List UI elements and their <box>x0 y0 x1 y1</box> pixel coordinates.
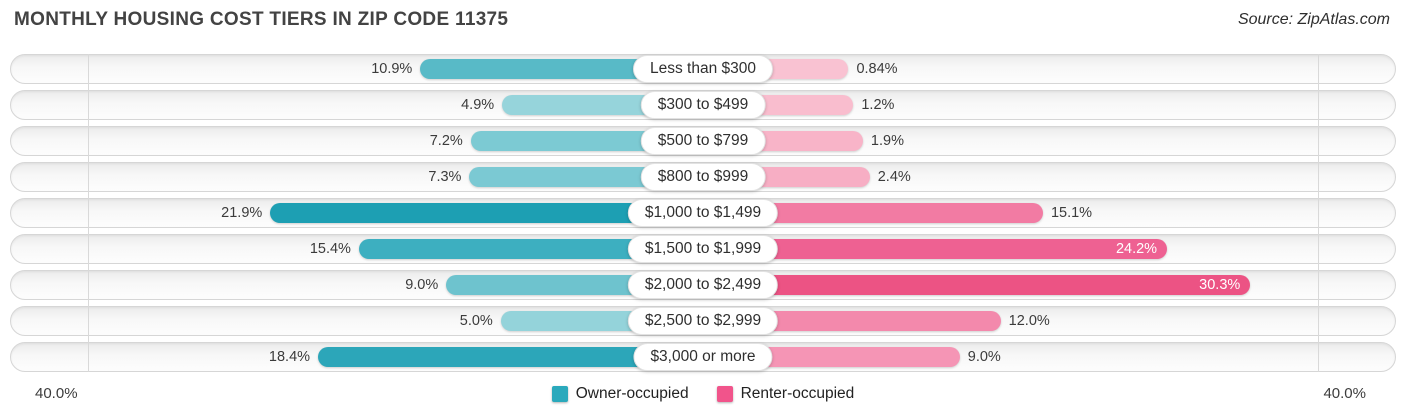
owner-value-label: 15.4% <box>309 241 351 257</box>
source-attribution: Source: ZipAtlas.com <box>1237 11 1390 28</box>
owner-bar[interactable] <box>358 239 703 259</box>
renter-value-label: 15.1% <box>1050 205 1093 221</box>
owner-value-label: 7.3% <box>428 169 462 185</box>
chart-row: 7.2% 1.9% $500 to $799 <box>0 126 1406 156</box>
renter-bar[interactable] <box>703 239 1168 259</box>
owner-value-label: 21.9% <box>221 205 263 221</box>
renter-bar[interactable] <box>703 203 1043 223</box>
chart-row: 15.4% 24.2% $1,500 to $1,999 <box>0 234 1406 264</box>
chart-row: 10.9% 0.84% Less than $300 <box>0 54 1406 84</box>
owner-value-label: 18.4% <box>268 349 311 365</box>
category-pill: $2,000 to $2,499 <box>627 271 779 299</box>
gridline-right-40pct <box>1318 54 1319 372</box>
owner-bar[interactable] <box>270 203 703 223</box>
renter-bar[interactable] <box>703 311 1001 331</box>
category-pill: $3,000 or more <box>633 343 773 371</box>
legend-item-renter[interactable]: Renter-occupied <box>716 385 855 403</box>
owner-swatch-icon <box>551 386 568 402</box>
owner-value-label: 5.0% <box>459 313 493 329</box>
chart-row: 9.0% 30.3% $2,000 to $2,499 <box>0 270 1406 300</box>
chart-row: 5.0% 12.0% $2,500 to $2,999 <box>0 306 1406 336</box>
owner-value-label: 7.2% <box>429 133 463 149</box>
chart-plot-area: 10.9% 0.84% Less than $300 4.9% 1.2% $300 to … <box>0 54 1406 372</box>
owner-value-label: 4.9% <box>461 97 495 113</box>
legend-label-renter: Renter-occupied <box>740 385 855 402</box>
owner-bar[interactable] <box>318 347 703 367</box>
renter-value-label: 1.2% <box>861 97 895 113</box>
renter-value-label: 30.3% <box>1199 277 1241 293</box>
owner-bar[interactable] <box>420 59 703 79</box>
category-pill: $500 to $799 <box>640 127 766 155</box>
renter-value-label: 2.4% <box>877 169 911 185</box>
chart-row: 4.9% 1.2% $300 to $499 <box>0 90 1406 120</box>
chart-row: 18.4% 9.0% $3,000 or more <box>0 342 1406 372</box>
owner-value-label: 10.9% <box>371 61 413 77</box>
axis-max-left: 40.0% <box>35 385 78 402</box>
chart-row: 7.3% 2.4% $800 to $999 <box>0 162 1406 192</box>
category-pill: $800 to $999 <box>640 163 766 191</box>
category-pill: $300 to $499 <box>640 91 766 119</box>
category-pill: $1,000 to $1,499 <box>627 199 779 227</box>
category-pill: Less than $300 <box>632 55 774 83</box>
category-pill: $2,500 to $2,999 <box>627 307 779 335</box>
renter-swatch-icon <box>716 386 733 402</box>
renter-value-label: 0.84% <box>856 61 898 77</box>
renter-value-label: 12.0% <box>1008 313 1050 329</box>
legend: Owner-occupied Renter-occupied <box>0 383 1406 405</box>
legend-label-owner: Owner-occupied <box>575 385 689 402</box>
renter-value-label: 24.2% <box>1115 241 1158 257</box>
category-pill: $1,500 to $1,999 <box>627 235 779 263</box>
chart-row: 21.9% 15.1% $1,000 to $1,499 <box>0 198 1406 228</box>
renter-value-label: 9.0% <box>967 349 1001 365</box>
renter-value-label: 1.9% <box>870 133 904 149</box>
axis-max-right: 40.0% <box>1323 385 1366 402</box>
renter-bar[interactable] <box>703 275 1251 295</box>
page-title: MONTHLY HOUSING COST TIERS IN ZIP CODE 1… <box>14 9 509 30</box>
gridline-left-40pct <box>88 54 89 372</box>
owner-value-label: 9.0% <box>405 277 439 293</box>
legend-item-owner[interactable]: Owner-occupied <box>551 385 689 403</box>
